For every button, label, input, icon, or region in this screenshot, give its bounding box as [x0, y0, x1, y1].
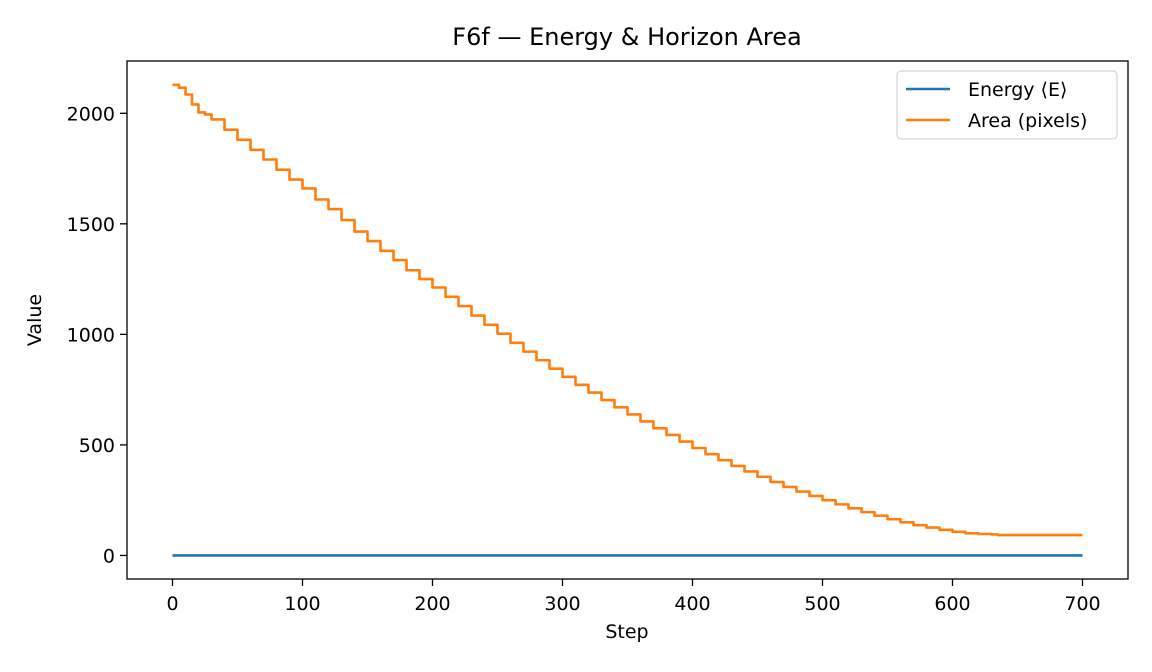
chart-title: F6f — Energy & Horizon Area [452, 23, 801, 51]
x-tick-label: 300 [544, 593, 580, 615]
y-tick-label: 1000 [67, 324, 115, 346]
y-tick-label: 0 [103, 545, 115, 567]
y-axis: 0 500 1000 1500 2000 [67, 103, 127, 567]
x-tick-label: 400 [674, 593, 710, 615]
x-tick-label: 700 [1064, 593, 1100, 615]
legend-label-area: Area (pixels) [968, 110, 1087, 132]
y-tick-label: 1500 [67, 214, 115, 236]
legend: Energy ⟨E⟩ Area (pixels) [896, 70, 1118, 140]
y-axis-label: Value [24, 294, 46, 346]
y-tick-label: 500 [79, 435, 115, 457]
x-tick-label: 0 [166, 593, 178, 615]
legend-label-energy: Energy ⟨E⟩ [968, 79, 1067, 101]
legend-box [896, 70, 1118, 140]
series-layer [172, 83, 1083, 557]
y-tick-label: 2000 [67, 103, 115, 125]
x-axis-label: Step [605, 621, 648, 643]
plot-area [126, 60, 1129, 580]
series-line-area [172, 83, 1083, 537]
x-tick-label: 200 [414, 593, 450, 615]
x-axis: 0 100 200 300 400 500 600 700 [166, 579, 1101, 615]
x-tick-label: 600 [934, 593, 970, 615]
x-tick-label: 500 [804, 593, 840, 615]
x-tick-label: 100 [284, 593, 320, 615]
